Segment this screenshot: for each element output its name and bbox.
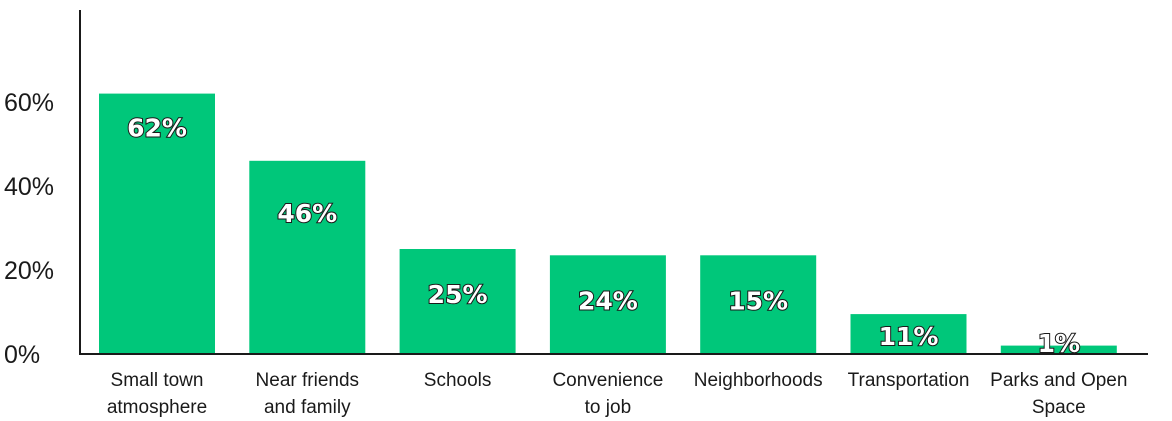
bar <box>99 93 215 354</box>
y-tick-label: 20% <box>4 257 54 285</box>
x-category-label: Schools <box>424 370 492 391</box>
bar <box>850 314 967 354</box>
bar <box>249 160 366 354</box>
x-category-label: Near friends <box>256 370 360 391</box>
bar <box>1000 345 1117 354</box>
bar <box>700 255 817 354</box>
bar <box>549 255 666 354</box>
y-tick-label: 40% <box>4 173 54 201</box>
x-category-label: to job <box>585 397 631 418</box>
x-category-label: Convenience <box>552 370 663 391</box>
x-category-label: Space <box>1032 397 1086 418</box>
y-tick-label: 60% <box>4 89 54 117</box>
x-category-label: Parks and Open <box>990 370 1127 391</box>
x-axis-labels: Small town atmosphere Near friends and fami… <box>107 370 1128 418</box>
data-label: 24% <box>578 286 638 315</box>
data-label: 15% <box>728 286 788 315</box>
bars-group <box>99 93 1117 354</box>
data-label: 25% <box>428 280 488 309</box>
data-label: 11% <box>879 322 939 351</box>
x-category-label: Transportation <box>848 370 970 391</box>
data-label: 46% <box>277 199 337 228</box>
x-category-label: and family <box>264 397 351 418</box>
bar <box>399 249 516 354</box>
x-category-label: atmosphere <box>107 397 207 418</box>
y-axis-ticks: 0% 20% 40% 60% <box>4 89 54 369</box>
y-tick-label: 0% <box>4 341 40 369</box>
x-category-label: Neighborhoods <box>694 370 823 391</box>
x-category-label: Small town <box>111 370 204 391</box>
data-label: 62% <box>127 114 187 143</box>
